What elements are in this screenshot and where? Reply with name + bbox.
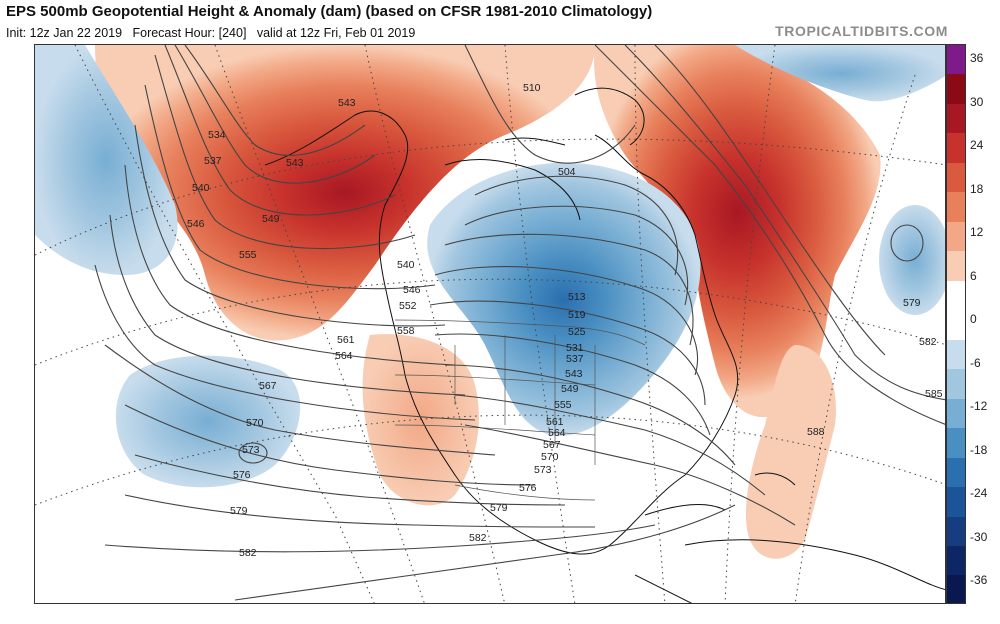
contour-label: 555	[239, 249, 257, 261]
contour-label: 567	[259, 380, 277, 392]
colorbar-tick-label: -12	[970, 399, 988, 413]
forecast-hour: Forecast Hour: [240]	[132, 26, 247, 40]
colorbar-tick-label: 6	[970, 268, 977, 283]
negative-anomaly-northeast	[735, 45, 945, 102]
contour-label: 546	[187, 218, 205, 230]
contour-label: 537	[204, 155, 222, 167]
header: EPS 500mb Geopotential Height & Anomaly …	[0, 0, 1000, 44]
contour-label: 543	[565, 368, 583, 380]
contour-label: 570	[541, 451, 559, 463]
colorbar-tick-label: -30	[970, 529, 988, 544]
contour-label: 576	[233, 469, 251, 481]
graticule	[35, 45, 945, 603]
colorbar-tick-label: 18	[970, 181, 984, 196]
contour-label: 585	[925, 388, 943, 400]
anomaly-map: 543 534 537 540 543 546 549 555 510 504 …	[34, 44, 946, 604]
contour-label: 567	[543, 439, 561, 451]
colorbar-segment	[947, 545, 965, 576]
colorbar-tick-label: 24	[970, 138, 984, 152]
init-time: Init: 12z Jan 22 2019	[6, 26, 123, 40]
colorbar-segment	[947, 310, 965, 340]
colorbar-segment	[947, 103, 965, 134]
colorbar-segment	[947, 162, 965, 193]
contour-label: 573	[534, 464, 552, 476]
colorbar-segment	[947, 74, 965, 104]
colorbar-segment	[947, 339, 965, 370]
contour-label: 558	[397, 325, 415, 337]
colorbar-tick-label: -36	[970, 573, 988, 587]
contour-label: 534	[208, 129, 226, 141]
contour-label: 561	[337, 334, 355, 346]
contour-label: 546	[403, 284, 421, 296]
contour-labels: 543 534 537 540 543 546 549 555 510 504 …	[187, 82, 943, 559]
contour-label: 510	[523, 82, 541, 94]
borders	[394, 319, 646, 501]
map-canvas: 543 534 537 540 543 546 549 555 510 504 …	[35, 45, 945, 603]
contour-label: 579	[490, 502, 508, 514]
colorbar-segment	[947, 398, 965, 429]
anomaly-shading	[35, 45, 945, 559]
colorbar-segment	[947, 192, 965, 222]
colorbar	[946, 44, 966, 604]
colorbar-tick-label: 0	[970, 312, 977, 326]
contour-label: 540	[397, 259, 415, 271]
colorbar-segment	[947, 251, 965, 281]
contour-label: 579	[903, 297, 921, 309]
negative-anomaly-central	[427, 162, 701, 436]
contour-label: 564	[335, 350, 353, 362]
colorbar-segment	[947, 133, 965, 163]
contour-label: 582	[239, 547, 257, 559]
colorbar-tick-label: -6	[970, 355, 981, 370]
colorbar-segment	[947, 280, 965, 311]
contour-label: 519	[568, 309, 586, 321]
colorbar-segment	[947, 369, 965, 399]
contour-label: 555	[554, 399, 572, 411]
contour-label: 582	[469, 532, 487, 544]
positive-anomaly-east	[594, 45, 881, 418]
colorbar-segment	[947, 45, 965, 75]
contour-label: 525	[568, 326, 586, 338]
contour-label: 531	[566, 342, 584, 354]
valid-time: valid at 12z Fri, Feb 01 2019	[256, 26, 416, 40]
colorbar-tick-label: -18	[970, 442, 988, 457]
contour-label: 549	[262, 213, 280, 225]
contour-label: 549	[561, 383, 579, 395]
brand-watermark: TROPICALTIDBITS.COM	[775, 23, 948, 39]
colorbar-tick-label: 12	[970, 225, 984, 239]
positive-anomaly-west	[95, 45, 595, 341]
contour-label: 543	[338, 97, 356, 109]
negative-anomaly-northwest	[35, 45, 178, 275]
colorbar-tick-label: 30	[970, 94, 984, 109]
contour-label: 543	[286, 157, 304, 169]
colorbar-segment	[947, 457, 965, 488]
contour-label: 561	[546, 416, 564, 428]
height-contours	[94, 45, 945, 601]
contour-label: 576	[519, 482, 537, 494]
colorbar-tick-label: -24	[970, 486, 988, 500]
contour-label: 513	[568, 291, 586, 303]
contour-label: 564	[548, 427, 566, 439]
contour-label: 504	[558, 166, 576, 178]
colorbar-tick-label: 36	[970, 51, 984, 65]
colorbar-segment	[947, 516, 965, 546]
colorbar-segment	[947, 221, 965, 252]
contour-label: 588	[807, 426, 825, 438]
contour-label: 570	[246, 417, 264, 429]
colorbar-segment	[947, 575, 965, 603]
map-title: EPS 500mb Geopotential Height & Anomaly …	[6, 3, 653, 20]
forecast-info: Init: 12z Jan 22 2019 Forecast Hour: [24…	[6, 26, 415, 40]
positive-anomaly-atlantic-tail	[745, 345, 836, 559]
colorbar-segment	[947, 487, 965, 517]
colorbar-segment	[947, 428, 965, 458]
contour-label: 552	[399, 300, 417, 312]
contour-label: 579	[230, 505, 248, 517]
contour-label: 582	[919, 336, 937, 348]
positive-anomaly-southwest	[362, 334, 479, 506]
colorbar-labels: 36 30 24 18 12 6 0 -6 -12 -18 -24 -30 -36	[970, 44, 1000, 604]
contour-label: 537	[566, 353, 584, 365]
contour-label: 540	[192, 182, 210, 194]
contour-label: 573	[242, 444, 260, 456]
